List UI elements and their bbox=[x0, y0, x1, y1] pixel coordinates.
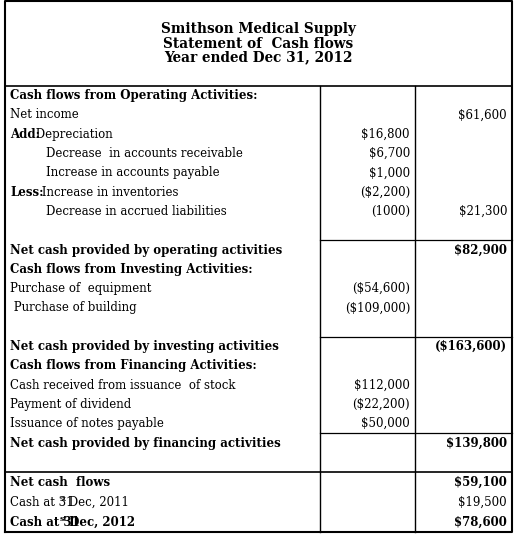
Text: Increase in inventories: Increase in inventories bbox=[38, 186, 178, 199]
Text: ($54,600): ($54,600) bbox=[352, 282, 410, 295]
Text: $50,000: $50,000 bbox=[361, 417, 410, 430]
Text: $82,900: $82,900 bbox=[454, 244, 507, 256]
Text: Dec, 2011: Dec, 2011 bbox=[65, 496, 129, 508]
Text: Net income: Net income bbox=[10, 108, 79, 121]
Text: Net cash provided by financing activities: Net cash provided by financing activitie… bbox=[10, 437, 281, 450]
Text: Decrease in accrued liabilities: Decrease in accrued liabilities bbox=[46, 205, 227, 218]
Text: Cash at 31: Cash at 31 bbox=[10, 515, 80, 529]
Text: $1,000: $1,000 bbox=[369, 167, 410, 179]
Text: $59,100: $59,100 bbox=[454, 475, 507, 489]
Text: $112,000: $112,000 bbox=[354, 379, 410, 391]
Text: Payment of dividend: Payment of dividend bbox=[10, 398, 131, 411]
Text: Increase in accounts payable: Increase in accounts payable bbox=[46, 167, 220, 179]
Text: $61,600: $61,600 bbox=[459, 108, 507, 121]
Text: $16,800: $16,800 bbox=[361, 128, 410, 141]
Text: Issuance of notes payable: Issuance of notes payable bbox=[10, 417, 164, 430]
Text: Year ended Dec 31, 2012: Year ended Dec 31, 2012 bbox=[164, 51, 353, 65]
Text: ($163,600): ($163,600) bbox=[435, 340, 507, 353]
Text: Less:: Less: bbox=[10, 186, 43, 199]
Text: Cash flows from Investing Activities:: Cash flows from Investing Activities: bbox=[10, 263, 253, 276]
Text: $19,500: $19,500 bbox=[459, 496, 507, 508]
Text: st: st bbox=[60, 495, 67, 503]
Text: Decrease  in accounts receivable: Decrease in accounts receivable bbox=[46, 147, 243, 160]
Text: ($22,200): ($22,200) bbox=[353, 398, 410, 411]
Text: Depreciation: Depreciation bbox=[32, 128, 113, 141]
Text: Cash at 31: Cash at 31 bbox=[10, 496, 73, 508]
Text: $78,600: $78,600 bbox=[454, 515, 507, 529]
Text: (1000): (1000) bbox=[371, 205, 410, 218]
Text: st: st bbox=[60, 515, 68, 523]
Text: ($109,000): ($109,000) bbox=[345, 302, 410, 315]
Text: $21,300: $21,300 bbox=[459, 205, 507, 218]
Text: Net cash  flows: Net cash flows bbox=[10, 475, 110, 489]
Text: Cash flows from Financing Activities:: Cash flows from Financing Activities: bbox=[10, 359, 257, 372]
Text: Statement of  Cash flows: Statement of Cash flows bbox=[163, 36, 354, 51]
Text: Purchase of  equipment: Purchase of equipment bbox=[10, 282, 151, 295]
Text: Net cash provided by operating activities: Net cash provided by operating activitie… bbox=[10, 244, 282, 256]
Text: Add:: Add: bbox=[10, 128, 40, 141]
Text: $139,800: $139,800 bbox=[446, 437, 507, 450]
Text: Purchase of building: Purchase of building bbox=[10, 302, 136, 315]
Text: Net cash provided by investing activities: Net cash provided by investing activitie… bbox=[10, 340, 279, 353]
Text: Dec, 2012: Dec, 2012 bbox=[65, 515, 135, 529]
Text: $6,700: $6,700 bbox=[369, 147, 410, 160]
Text: ($2,200): ($2,200) bbox=[360, 186, 410, 199]
Text: Smithson Medical Supply: Smithson Medical Supply bbox=[161, 22, 356, 36]
Text: Cash received from issuance  of stock: Cash received from issuance of stock bbox=[10, 379, 236, 391]
Text: Cash flows from Operating Activities:: Cash flows from Operating Activities: bbox=[10, 89, 257, 102]
